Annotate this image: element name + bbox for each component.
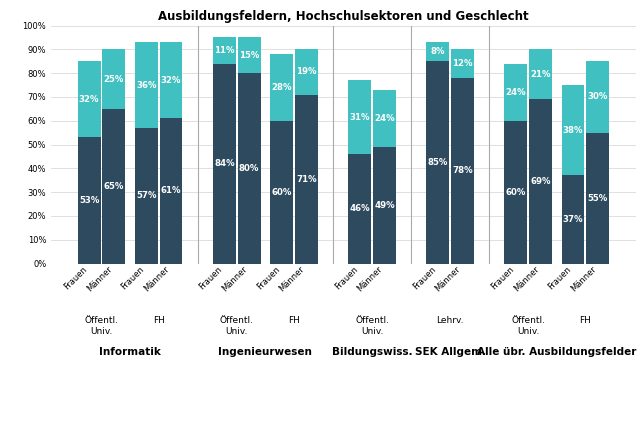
Text: 55%: 55% [588, 193, 608, 203]
Text: 61%: 61% [161, 187, 181, 196]
Text: 80%: 80% [239, 164, 259, 173]
Bar [102, 49, 125, 109]
Bar [213, 37, 236, 64]
Bar [504, 121, 527, 264]
Text: 21%: 21% [530, 70, 551, 79]
Bar [295, 94, 318, 264]
Text: Lehrv.: Lehrv. [436, 316, 464, 325]
Bar [426, 42, 449, 61]
Text: 69%: 69% [530, 177, 551, 186]
Bar [348, 80, 371, 154]
Text: FH: FH [580, 316, 591, 325]
Text: 85%: 85% [427, 158, 448, 167]
Text: 65%: 65% [104, 181, 124, 191]
Text: 60%: 60% [272, 187, 292, 197]
Text: 71%: 71% [296, 175, 317, 184]
Bar [504, 64, 527, 121]
Bar [373, 90, 396, 147]
Bar [426, 61, 449, 264]
Text: 32%: 32% [79, 95, 100, 104]
Bar [270, 54, 293, 121]
Text: Öffentl.
Univ.: Öffentl. Univ. [511, 316, 545, 336]
Text: Alle übr. Ausbildungsfelder: Alle übr. Ausbildungsfelder [477, 347, 636, 357]
Text: 38%: 38% [563, 126, 583, 135]
Bar [373, 147, 396, 264]
Text: 36%: 36% [136, 80, 157, 90]
Text: 28%: 28% [272, 83, 292, 92]
Text: 78%: 78% [452, 166, 473, 175]
Bar [78, 137, 100, 264]
Text: 19%: 19% [296, 68, 316, 76]
Text: 46%: 46% [350, 204, 370, 213]
Text: Informatik: Informatik [99, 347, 161, 357]
Bar [160, 42, 183, 118]
Bar [529, 49, 552, 99]
Bar [135, 42, 158, 128]
Text: Ingenieurwesen: Ingenieurwesen [219, 347, 312, 357]
Text: 84%: 84% [214, 159, 235, 168]
Bar [451, 49, 474, 78]
Text: 30%: 30% [588, 92, 608, 102]
Text: 60%: 60% [505, 187, 526, 197]
Text: 31%: 31% [350, 113, 370, 122]
Text: 53%: 53% [79, 196, 99, 205]
Bar [135, 128, 158, 264]
Text: FH: FH [288, 316, 300, 325]
Bar [78, 61, 100, 137]
Text: 11%: 11% [214, 46, 235, 55]
Text: 24%: 24% [374, 114, 395, 123]
Bar [295, 49, 318, 94]
Bar [238, 37, 261, 73]
Text: Öffentl.
Univ.: Öffentl. Univ. [84, 316, 118, 336]
Text: 24%: 24% [505, 88, 526, 96]
Bar [587, 133, 609, 264]
Text: 25%: 25% [104, 74, 124, 84]
Text: 57%: 57% [136, 191, 157, 200]
Text: 8%: 8% [431, 47, 445, 56]
Text: 37%: 37% [563, 215, 583, 224]
Text: Öffentl.
Univ.: Öffentl. Univ. [220, 316, 254, 336]
Text: Öffentl.
Univ.: Öffentl. Univ. [355, 316, 389, 336]
Bar [270, 121, 293, 264]
Text: 15%: 15% [239, 51, 259, 60]
Bar [562, 85, 585, 176]
Bar [160, 118, 183, 264]
Text: 49%: 49% [374, 201, 395, 210]
Text: SEK Allgem.: SEK Allgem. [415, 347, 486, 357]
Bar [587, 61, 609, 133]
Text: Bildungswiss.: Bildungswiss. [332, 347, 412, 357]
Text: 12%: 12% [452, 59, 473, 68]
Text: 32%: 32% [161, 76, 181, 85]
Bar [102, 109, 125, 264]
Title: Ausbildungsfeldern, Hochschulsektoren und Geschlecht: Ausbildungsfeldern, Hochschulsektoren un… [158, 10, 529, 23]
Bar [562, 176, 585, 264]
Bar [451, 78, 474, 264]
Bar [238, 73, 261, 264]
Bar [213, 64, 236, 264]
Bar [348, 154, 371, 264]
Text: FH: FH [153, 316, 165, 325]
Bar [529, 99, 552, 264]
